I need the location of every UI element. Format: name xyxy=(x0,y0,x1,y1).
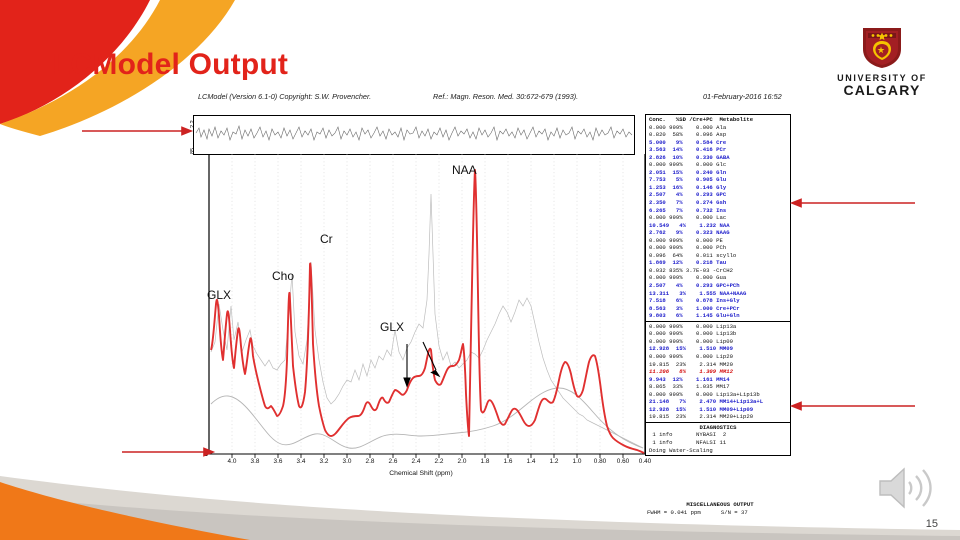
table-row: 0.000 999% 0.000 Lac xyxy=(649,214,727,222)
lcmodel-datetime-text: 01-February-2016 16:52 xyxy=(703,92,782,101)
residual-plot-frame xyxy=(193,115,635,155)
table-row: 13.311 3% 1.555 NAA+NAAG xyxy=(649,289,747,297)
table-row: 10.549 4% 1.232 NAA xyxy=(649,221,730,229)
miscellaneous-title: MISCELLANEOUS OUTPUT xyxy=(686,501,754,508)
spectrum-panel: 4.0 3.8 3.6 3.4 3.2 3.0 2.8 2.6 2.4 2.2 … xyxy=(193,154,652,499)
miscellaneous-output: MISCELLANEOUS OUTPUT FWHM = 0.041 ppm S/… xyxy=(645,501,795,517)
residual-panel: 2.2 85 xyxy=(179,112,649,162)
miscellaneous-line: FWHM = 0.041 ppm S/N = 37 xyxy=(647,509,748,516)
table-section-macromolecules: 0.000 999% 0.000 Lip13a 0.000 999% 0.000… xyxy=(645,321,791,423)
table-row: 3.563 14% 0.416 PCr xyxy=(649,146,727,154)
xtick-9: 2.2 xyxy=(434,458,444,465)
table-row-flagged: 11.206 8% 1.309 MM12 xyxy=(649,368,733,376)
table-row: 8.563 3% 1.000 Cre+PCr xyxy=(649,304,740,312)
table-row: 2.507 4% 0.293 GPC+PCh xyxy=(649,282,740,290)
table-row: 5.000 9% 0.584 Cre xyxy=(649,138,727,146)
diagnostics-title: DIAGNOSTICS xyxy=(699,423,737,431)
table-row: 8.865 33% 1.035 MM17 xyxy=(649,383,730,391)
logo-line-2: CALGARY xyxy=(843,82,921,98)
table-row: 19.815 23% 2.314 MM20+Lip20 xyxy=(649,413,754,421)
diagnostics-line: Doing Water-Scaling xyxy=(649,446,713,454)
peak-label-glx-2: GLX xyxy=(380,320,405,334)
table-row: 7.753 5% 0.905 Glu xyxy=(649,176,727,184)
table-row: 0.000 999% 0.000 Lip13a xyxy=(649,322,737,330)
table-row: 1.869 12% 0.218 Tau xyxy=(649,259,727,267)
concentration-table: Conc. %SD /Cre+PC Metabolite 0.000 999% … xyxy=(645,114,791,457)
xtick-7: 2.6 xyxy=(388,458,398,465)
table-row: 0.000 999% 0.000 Lip13b xyxy=(649,330,737,338)
table-row: 0.000 999% 0.000 PCh xyxy=(649,244,727,252)
table-row: 1.253 16% 0.146 Gly xyxy=(649,183,727,191)
lcmodel-reference-text: Ref.: Magn. Reson. Med. 30:672-679 (1993… xyxy=(433,92,579,101)
glx-annotation-arrows xyxy=(403,341,441,388)
page-number: 15 xyxy=(925,518,938,530)
xtick-10: 2.0 xyxy=(457,458,467,465)
table-section-diagnostics: DIAGNOSTICS 1 info NYBASI 2 1 info NFALS… xyxy=(645,422,791,457)
audio-speaker-icon[interactable] xyxy=(876,462,938,514)
xtick-5: 3.0 xyxy=(342,458,352,465)
xtick-8: 2.4 xyxy=(411,458,421,465)
xtick-6: 2.8 xyxy=(365,458,375,465)
university-logo: UNIVERSITY OF CALGARY xyxy=(822,24,942,98)
table-row: 2.762 9% 0.323 NAAG xyxy=(649,229,730,237)
lcmodel-version-text: LCModel (Version 6.1-0) Copyright: S.W. … xyxy=(198,92,372,101)
table-row: 0.000 999% 0.000 Lip09 xyxy=(649,337,733,345)
table-row: 2.826 10% 0.330 GABA xyxy=(649,153,730,161)
table-row: 0.820 58% 0.096 Asp xyxy=(649,131,727,139)
xtick-18: 0.40 xyxy=(638,458,652,465)
residual-trace xyxy=(195,124,633,142)
xtick-11: 1.8 xyxy=(480,458,490,465)
xtick-1: 3.8 xyxy=(250,458,260,465)
lcmodel-output-sheet: LCModel (Version 6.1-0) Copyright: S.W. … xyxy=(190,92,795,524)
table-row: 12.928 15% 1.510 MM09 xyxy=(649,345,733,353)
xtick-15: 1.0 xyxy=(572,458,582,465)
table-row: 2.350 7% 0.274 Gsh xyxy=(649,199,727,207)
lcmodel-header: LCModel (Version 6.1-0) Copyright: S.W. … xyxy=(198,92,794,106)
shield-crest-icon xyxy=(863,28,901,68)
table-row: 0.000 999% 0.000 Lip20 xyxy=(649,352,733,360)
xtick-12: 1.6 xyxy=(503,458,513,465)
table-row: 0.000 999% 0.000 PE xyxy=(649,236,723,244)
xtick-16: 0.80 xyxy=(593,458,607,465)
xtick-3: 3.4 xyxy=(296,458,306,465)
page-title: LCModel Output xyxy=(52,48,289,81)
x-axis-title: Chemical Shift (ppm) xyxy=(389,470,453,477)
table-row: 2.051 15% 0.240 Gln xyxy=(649,168,727,176)
table-row: 9.943 12% 1.161 MM14 xyxy=(649,375,730,383)
table-row: 0.000 999% 0.000 Glc xyxy=(649,161,727,169)
table-row: 2.507 4% 0.293 GPC xyxy=(649,191,727,199)
xtick-13: 1.4 xyxy=(526,458,536,465)
diagnostics-line: 1 info NFALSI 11 xyxy=(649,438,727,446)
table-header-row: Conc. %SD /Cre+PC Metabolite xyxy=(649,116,754,123)
xtick-0: 4.0 xyxy=(227,458,237,465)
peak-label-cho: Cho xyxy=(272,269,295,283)
diagnostics-line: 1 info NYBASI 2 xyxy=(649,431,727,439)
table-row: 9.803 6% 1.145 Glu+Gln xyxy=(649,312,740,320)
xtick-2: 3.6 xyxy=(273,458,283,465)
xtick-4: 3.2 xyxy=(319,458,329,465)
table-section-metabolites: Conc. %SD /Cre+PC Metabolite 0.000 999% … xyxy=(645,114,791,322)
peak-label-glx-1: GLX xyxy=(207,288,232,302)
table-row: 0.000 999% 0.000 Gua xyxy=(649,274,727,282)
peak-label-cr: Cr xyxy=(320,232,333,246)
table-row: 7.518 6% 0.878 Ins+Gly xyxy=(649,297,740,305)
table-row: 0.096 64% 0.011 scyllo xyxy=(649,251,737,259)
table-row: 19.815 23% 2.314 MM20 xyxy=(649,360,733,368)
table-row: 21.148 7% 2.470 MM14+Lip13a+L xyxy=(649,398,764,406)
table-row: 12.928 15% 1.510 MM09+Lip09 xyxy=(649,405,754,413)
table-row: 6.265 7% 0.732 Ins xyxy=(649,206,727,214)
xtick-17: 0.60 xyxy=(616,458,630,465)
table-row: 0.000 999% 0.000 Ala xyxy=(649,123,727,131)
table-row: 0.032 835% 3.7E-03 -CrCH2 xyxy=(649,266,733,274)
xtick-14: 1.2 xyxy=(549,458,559,465)
x-axis-tick-labels: 4.0 3.8 3.6 3.4 3.2 3.0 2.8 2.6 2.4 2.2 … xyxy=(193,458,652,470)
table-row: 0.000 999% 0.000 Lip13a+Lip13b xyxy=(649,390,760,398)
peak-label-naa: NAA xyxy=(452,163,477,177)
logo-line-1: UNIVERSITY OF xyxy=(837,73,927,83)
spectrum-plot xyxy=(203,154,646,458)
